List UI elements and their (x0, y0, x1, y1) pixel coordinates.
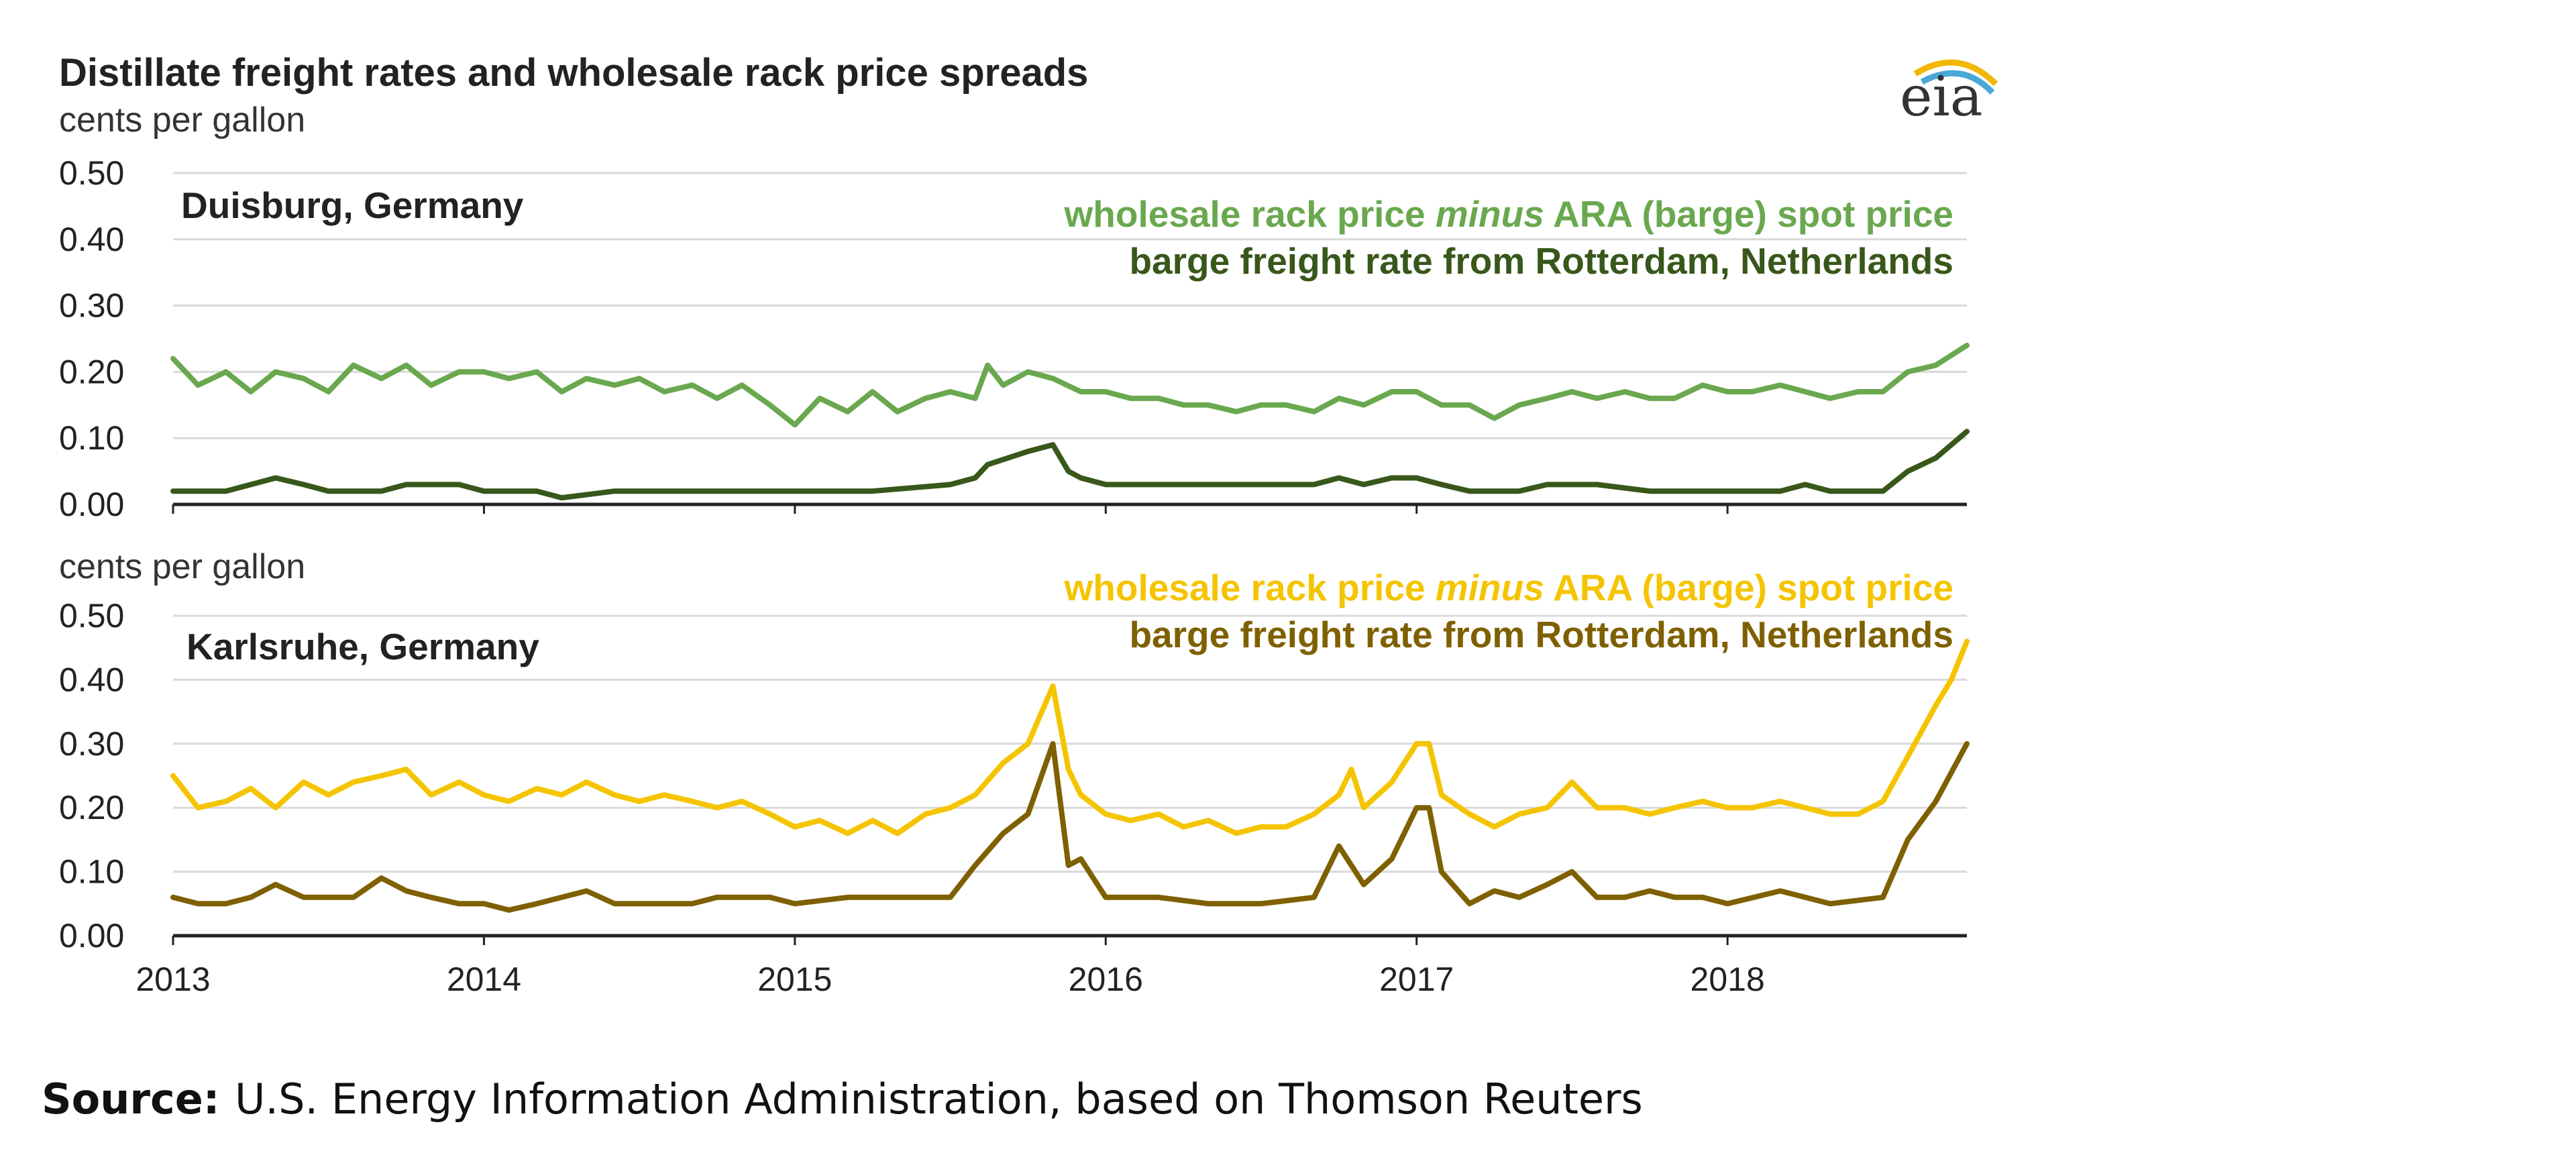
top-panel-unit-label: cents per gallon (59, 101, 305, 140)
bottom-y-tick-label: 0.20 (59, 789, 124, 826)
bottom-legend-entry-0: wholesale rack price minus ARA (barge) s… (1064, 567, 1953, 608)
bottom-panel-unit-label: cents per gallon (59, 547, 305, 586)
x-tick-label: 2013 (136, 961, 210, 998)
x-tick-label: 2016 (1069, 961, 1143, 998)
x-axis-ticks: 2013 2014 2015 2016 2017 2018 (136, 961, 1764, 998)
x-tick-label: 2014 (447, 961, 521, 998)
x-tick-label: 2017 (1379, 961, 1454, 998)
bottom-y-tick-label: 0.40 (59, 661, 124, 698)
legend-text-part: minus (1436, 193, 1544, 235)
legend-text-part: barge freight rate from Rotterdam, Nethe… (1129, 614, 1953, 655)
top-y-tick-label: 0.10 (59, 419, 124, 457)
bottom-series-line-0 (170, 639, 1970, 836)
legend-text-part: wholesale rack price (1064, 567, 1436, 608)
bottom-y-tick-label: 0.30 (59, 725, 124, 763)
source-text: U.S. Energy Information Administration, … (235, 1075, 1643, 1124)
top-series-line-1 (170, 429, 1970, 501)
bottom-panel-location-label: Karlsruhe, Germany (186, 626, 539, 667)
legend-text-part: wholesale rack price (1064, 193, 1436, 235)
top-y-tick-label: 0.20 (59, 353, 124, 390)
legend-text-part: minus (1436, 567, 1544, 608)
source-note: Source: U.S. Energy Information Administ… (42, 1075, 1643, 1124)
top-panel-series (170, 342, 1970, 501)
top-panel-location-label: Duisburg, Germany (181, 184, 524, 226)
legend-text-part: ARA (barge) spot price (1544, 193, 1953, 235)
source-label: Source: (42, 1075, 220, 1124)
legend-text-part: ARA (barge) spot price (1544, 567, 1953, 608)
top-y-tick-label: 0.50 (59, 154, 124, 192)
eia-logo: eia (1900, 59, 1998, 129)
x-tick-label: 2018 (1690, 961, 1765, 998)
bottom-panel-series (170, 639, 1970, 913)
bottom-panel-legend: wholesale rack price minus ARA (barge) s… (1064, 567, 1953, 655)
bottom-series-line-1 (170, 741, 1970, 913)
top-y-tick-label: 0.40 (59, 221, 124, 258)
top-panel-legend: wholesale rack price minus ARA (barge) s… (1064, 193, 1953, 282)
top-y-tick-label: 0.30 (59, 287, 124, 325)
bottom-panel-grid (172, 614, 1967, 945)
top-series-line-0 (170, 342, 1970, 428)
bottom-panel-y-ticks: 0.50 0.40 0.30 0.20 0.10 0.00 (59, 597, 124, 954)
bottom-y-tick-label: 0.50 (59, 597, 124, 635)
x-tick-label: 2015 (757, 961, 832, 998)
bottom-y-tick-label: 0.10 (59, 853, 124, 891)
legend-text-part: barge freight rate from Rotterdam, Nethe… (1129, 240, 1953, 282)
top-panel-y-ticks: 0.50 0.40 0.30 0.20 0.10 0.00 (59, 154, 124, 523)
chart-title: Distillate freight rates and wholesale r… (59, 51, 1088, 95)
bottom-y-tick-label: 0.00 (59, 917, 124, 954)
top-legend-entry-1: barge freight rate from Rotterdam, Nethe… (1129, 240, 1953, 282)
bottom-legend-entry-1: barge freight rate from Rotterdam, Nethe… (1129, 614, 1953, 655)
eia-logo-text: eia (1900, 65, 1983, 129)
top-legend-entry-0: wholesale rack price minus ARA (barge) s… (1064, 193, 1953, 235)
top-y-tick-label: 0.00 (59, 486, 124, 523)
